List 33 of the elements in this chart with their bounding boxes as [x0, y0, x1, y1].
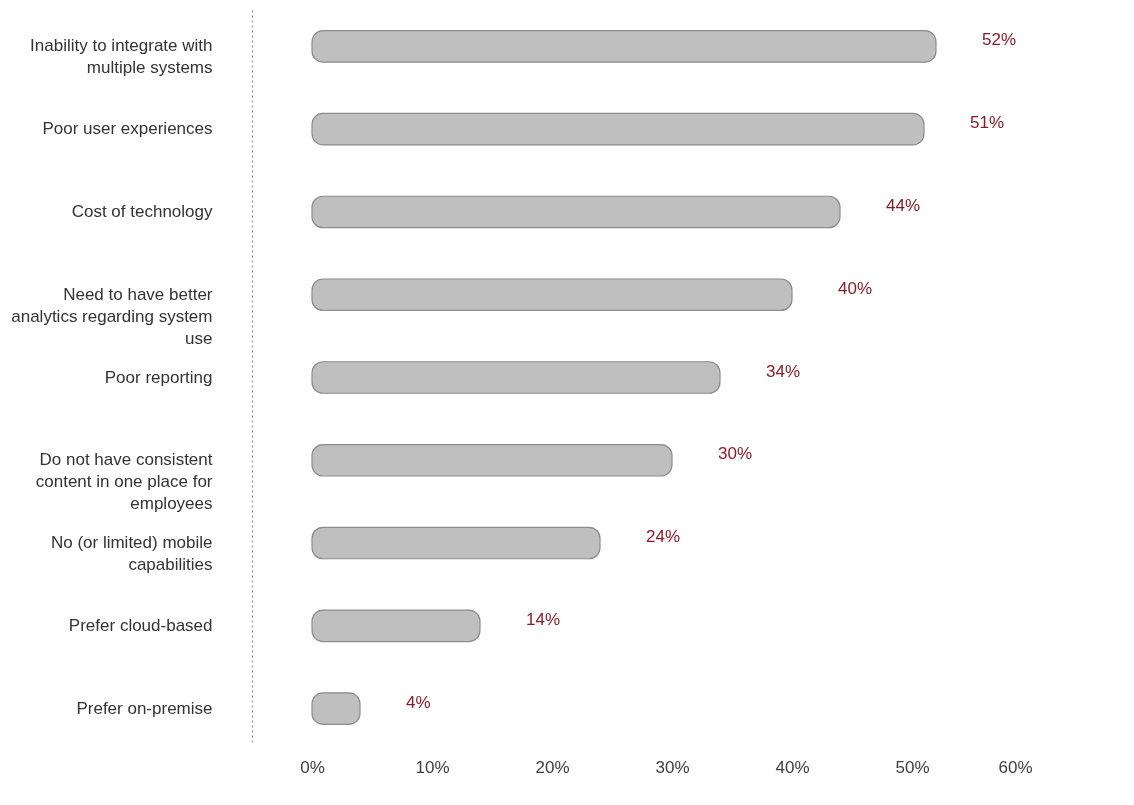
y-tick-label: Need to have better analytics regarding system use [11, 284, 213, 348]
y-tick-label: Poor user experiences [42, 119, 213, 139]
data-label: 44% [886, 195, 921, 215]
x-tick-label: 50% [895, 757, 930, 777]
y-tick-label: Prefer cloud-based [68, 615, 213, 635]
data-label: 51% [970, 113, 1005, 133]
data-label: 34% [766, 361, 801, 381]
bar [311, 30, 937, 63]
y-tick-label: Inability to integrate with multiple systems [30, 36, 213, 78]
y-tick-label: Prefer on-premise [76, 698, 213, 718]
x-tick-label: 40% [775, 757, 810, 777]
bar [311, 195, 841, 229]
data-label: 40% [838, 278, 873, 298]
x-tick-label: 60% [998, 757, 1033, 777]
x-tick-label: 10% [415, 757, 450, 777]
y-tick-label: Cost of technology [71, 201, 213, 221]
data-label: 52% [982, 30, 1017, 50]
x-tick-label: 30% [655, 757, 690, 777]
bar [311, 361, 721, 394]
bar [311, 609, 481, 643]
data-label: 24% [646, 527, 681, 547]
bar [311, 443, 673, 477]
x-tick-label: 0% [300, 757, 325, 777]
bar [311, 278, 793, 312]
y-tick-label: Poor reporting [104, 367, 213, 387]
data-label: 30% [718, 444, 753, 464]
data-label: 14% [526, 609, 561, 629]
y-tick-label: Do not have consistent content in one place for employees [35, 450, 213, 514]
bar [311, 526, 601, 560]
y-tick-label: No (or limited) mobile capabilities [50, 533, 213, 575]
x-tick-label: 20% [535, 757, 570, 777]
bar [311, 112, 925, 146]
data-label: 4% [406, 692, 431, 712]
